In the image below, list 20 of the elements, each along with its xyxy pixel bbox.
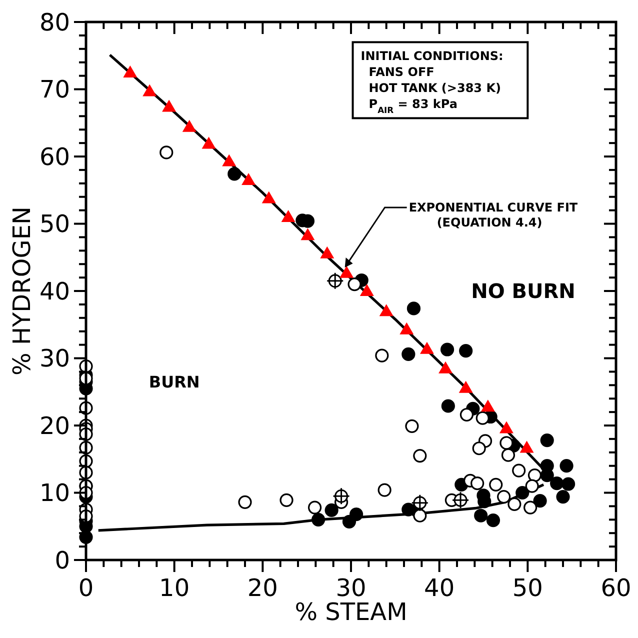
y-tick-label: 80 bbox=[39, 8, 70, 36]
y-tick-label: 40 bbox=[39, 277, 70, 306]
x-tick-label: 0 bbox=[78, 574, 94, 602]
annotation: BURN bbox=[148, 372, 200, 392]
y-tick-label: 60 bbox=[39, 142, 70, 171]
y-tick-label: 50 bbox=[39, 210, 70, 238]
y-tick-label: 10 bbox=[39, 479, 70, 508]
y-axis-title: % HYDROGEN bbox=[8, 206, 36, 376]
x-tick-label: 20 bbox=[247, 574, 278, 602]
y-tick-label: 0 bbox=[54, 546, 70, 574]
annotation: EXPONENTIAL CURVE FIT (EQUATION 4.4) bbox=[408, 200, 578, 230]
y-tick-label: 30 bbox=[39, 344, 70, 373]
x-tick-label: 40 bbox=[424, 574, 455, 602]
x-tick-label: 60 bbox=[600, 574, 632, 602]
y-tick-label: 20 bbox=[39, 412, 70, 440]
y-tick-label: 70 bbox=[39, 76, 70, 104]
annotation: INITIAL CONDITIONS: FANS OFF HOT TANK (>383 K) P$_{AIR}$ = 83 kPa bbox=[360, 49, 504, 116]
annotation: NO BURN bbox=[471, 279, 576, 303]
x-tick-label: 50 bbox=[512, 574, 543, 602]
x-tick-label: 10 bbox=[159, 574, 190, 602]
